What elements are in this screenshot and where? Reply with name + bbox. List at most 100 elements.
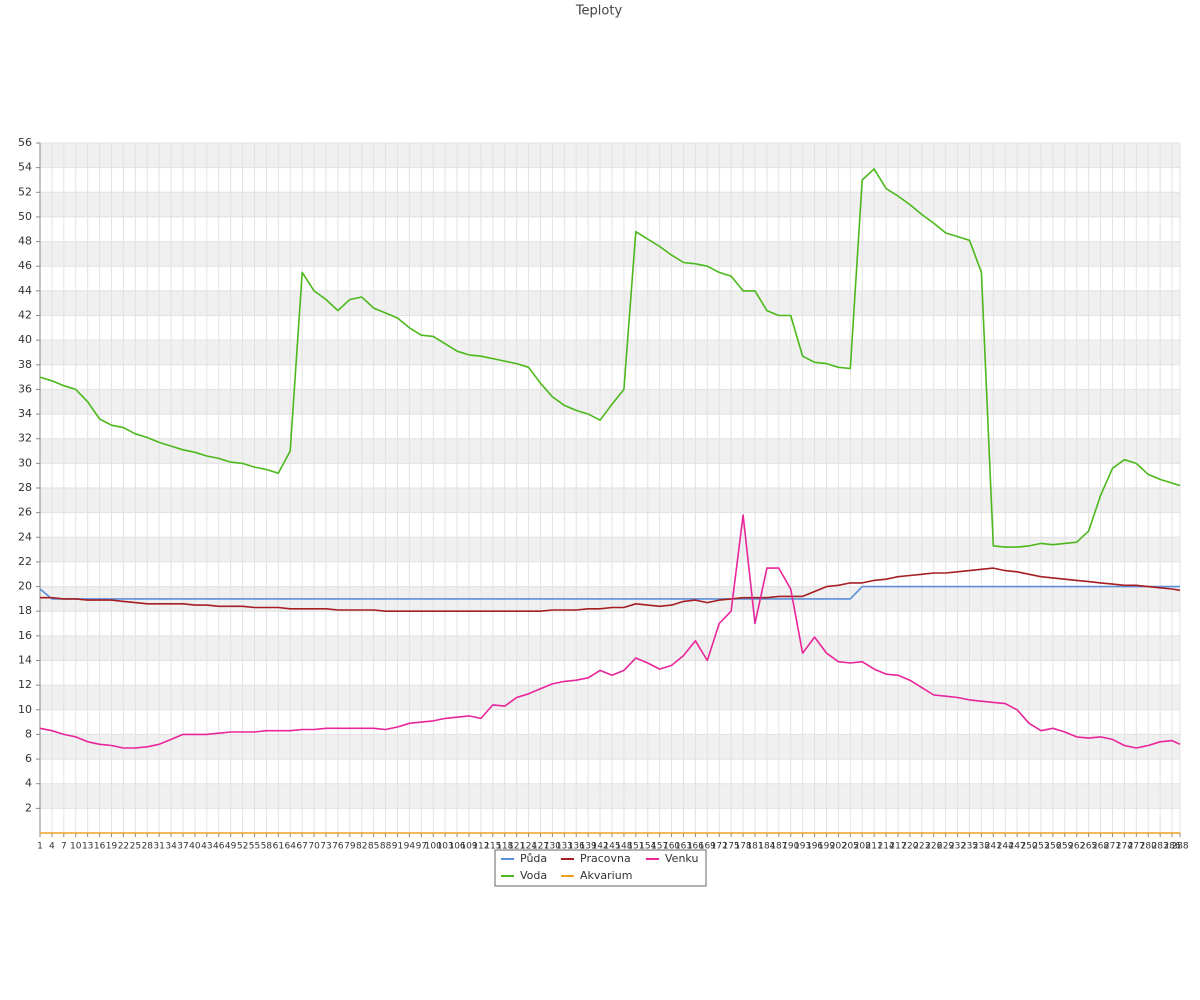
x-tick-label: 94 [404,842,416,852]
x-tick-label: 121 [508,842,525,852]
x-tick-label: 1 [37,842,43,852]
x-tick-label: 28 [142,842,154,852]
y-tick-label: 48 [18,235,32,248]
x-tick-label: 82 [356,842,367,852]
x-tick-label: 103 [437,842,454,852]
y-tick-label: 52 [18,185,32,198]
y-tick-label: 54 [18,161,32,174]
x-tick-label: 55 [249,842,260,852]
y-tick-label: 30 [18,456,32,469]
x-tick-label: 91 [392,842,403,852]
x-tick-label: 247 [1009,842,1026,852]
x-tick-label: 109 [460,842,477,852]
x-tick-label: 112 [472,842,489,852]
x-tick-label: 58 [261,842,273,852]
x-tick-label: 19 [106,842,118,852]
x-tick-label: 175 [723,842,740,852]
x-tick-label: 208 [854,842,871,852]
x-tick-label: 223 [913,842,930,852]
legend-box [494,849,707,887]
x-tick-label: 34 [165,842,177,852]
x-tick-label: 271 [1104,842,1121,852]
x-tick-label: 157 [651,842,668,852]
x-tick-label: 13 [82,842,93,852]
x-tick-label: 154 [639,842,656,852]
chart-title: Teploty [575,4,623,19]
y-tick-label: 8 [25,727,32,740]
y-tick-label: 2 [25,801,32,814]
x-tick-label: 280 [1140,842,1157,852]
x-tick-label: 172 [711,842,728,852]
x-tick-label: 238 [973,842,990,852]
x-tick-label: 46 [213,842,225,852]
x-tick-label: 163 [675,842,692,852]
x-tick-label: 241 [985,842,1002,852]
x-tick-label: 187 [770,842,787,852]
x-tick-label: 160 [663,842,680,852]
grid-band [40,734,1180,760]
x-tick-label: 256 [1044,842,1061,852]
legend-label: Půda [520,852,547,865]
x-tick-label: 85 [368,842,379,852]
legend-label: Venku [665,852,698,865]
grid-band [40,192,1180,217]
y-tick-label: 18 [18,604,32,617]
grid-band [40,389,1180,415]
y-tick-label: 28 [18,481,32,494]
x-tick-label: 286 [1163,842,1180,852]
series-line [39,514,1181,749]
legend-label: Pracovna [580,852,631,865]
grid-band [40,438,1180,464]
x-tick-label: 250 [1020,842,1037,852]
x-tick-label: 25 [130,842,141,852]
x-tick-label: 76 [332,842,344,852]
y-tick-label: 6 [25,752,32,765]
x-tick-label: 79 [344,842,356,852]
x-tick-label: 277 [1128,842,1145,852]
x-tick-label: 61 [273,842,284,852]
x-tick-label: 283 [1152,842,1169,852]
x-tick-label: 181 [746,842,763,852]
legend-label: Voda [520,869,547,882]
y-tick-label: 22 [18,555,32,568]
series-line [40,567,1181,612]
grid-band [40,635,1180,661]
x-tick-label: 190 [782,842,799,852]
x-tick-label: 184 [758,842,775,852]
y-tick-label: 32 [18,432,32,445]
x-tick-label: 151 [627,842,644,852]
x-tick-label: 148 [615,842,632,852]
x-tick-label: 4 [49,842,55,852]
y-tick-label: 50 [18,210,32,223]
y-tick-label: 36 [18,382,32,395]
x-tick-label: 16 [94,842,106,852]
y-tick-label: 10 [18,703,32,716]
y-tick-label: 38 [18,358,32,371]
x-tick-label: 40 [189,842,201,852]
grid-band [40,488,1180,513]
x-tick-label: 145 [603,842,620,852]
x-tick-label: 265 [1080,842,1097,852]
x-tick-label: 88 [380,842,392,852]
x-tick-label: 7 [61,842,67,852]
x-tick-label: 288 [1171,842,1188,852]
grid-band [40,783,1180,809]
series-line [39,168,1181,548]
y-tick-label: 40 [18,333,32,346]
x-tick-label: 262 [1068,842,1085,852]
x-tick-label: 142 [591,842,608,852]
x-tick-label: 226 [925,842,942,852]
y-tick-label: 46 [18,259,32,272]
y-tick-label: 34 [18,407,32,420]
x-tick-label: 235 [961,842,978,852]
y-tick-label: 24 [18,530,32,543]
x-tick-label: 67 [296,842,307,852]
x-tick-label: 70 [308,842,320,852]
x-tick-label: 64 [285,842,297,852]
x-tick-label: 118 [496,842,513,852]
x-tick-label: 133 [556,842,573,852]
x-tick-label: 244 [997,842,1014,852]
x-tick-label: 196 [806,842,823,852]
series-line [39,585,1180,600]
x-tick-label: 10 [70,842,82,852]
